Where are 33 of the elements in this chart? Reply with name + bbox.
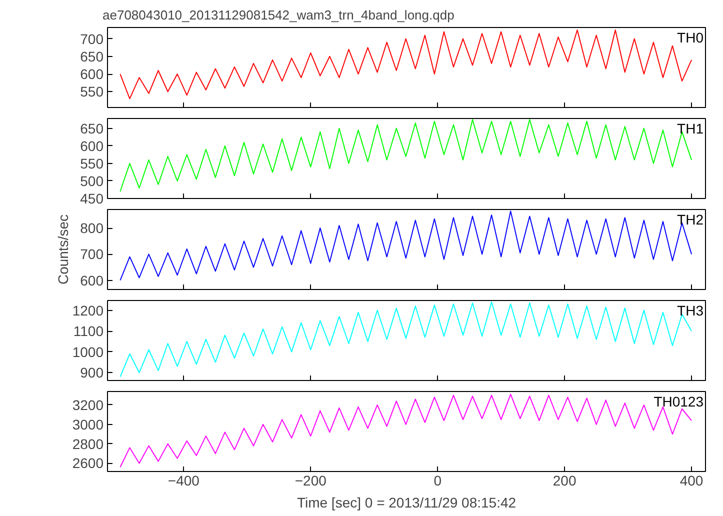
series-label: TH0 bbox=[677, 30, 704, 46]
y-tick-label: 550 bbox=[80, 84, 104, 100]
y-tick-label: 550 bbox=[80, 155, 104, 172]
y-tick-label: 1100 bbox=[73, 323, 104, 340]
y-tick-label: 2600 bbox=[72, 455, 104, 472]
x-tick-label: −400 bbox=[168, 472, 200, 488]
y-tick-label: 1200 bbox=[72, 302, 104, 318]
x-tick-label: 0 bbox=[434, 472, 442, 488]
y-tick-label: 3000 bbox=[72, 416, 104, 432]
series-label: TH0123 bbox=[654, 394, 704, 410]
x-tick-label: −200 bbox=[294, 472, 327, 488]
y-tick-label: 600 bbox=[80, 272, 104, 288]
y-tick-label: 3200 bbox=[72, 396, 104, 413]
chart-title: ae708043010_20131129081542_wam3_trn_4band_long.qdp bbox=[102, 8, 454, 22]
y-tick-label: 800 bbox=[80, 220, 104, 236]
y-tick-label: 700 bbox=[80, 30, 104, 47]
y-tick-label: 600 bbox=[80, 138, 104, 154]
x-axis-title: Time [sec] 0 = 2013/11/29 08:15:42 bbox=[296, 494, 516, 510]
y-tick-label: 1000 bbox=[72, 344, 104, 360]
y-axis-title: Counts/sec bbox=[55, 214, 72, 285]
y-tick-label: 600 bbox=[80, 66, 104, 82]
series-label: TH1 bbox=[677, 120, 704, 136]
x-tick-label: 400 bbox=[680, 472, 704, 488]
y-tick-label: 900 bbox=[80, 364, 104, 381]
y-tick-label: 650 bbox=[80, 120, 104, 136]
y-tick-label: 500 bbox=[80, 172, 104, 189]
y-tick-label: 450 bbox=[80, 190, 104, 206]
y-tick-label: 2800 bbox=[72, 436, 104, 452]
y-tick-label: 700 bbox=[80, 246, 104, 262]
y-tick-label: 650 bbox=[80, 48, 104, 64]
series-label: TH3 bbox=[677, 302, 704, 318]
series-label: TH2 bbox=[677, 212, 704, 228]
x-tick-label: 200 bbox=[552, 472, 576, 488]
